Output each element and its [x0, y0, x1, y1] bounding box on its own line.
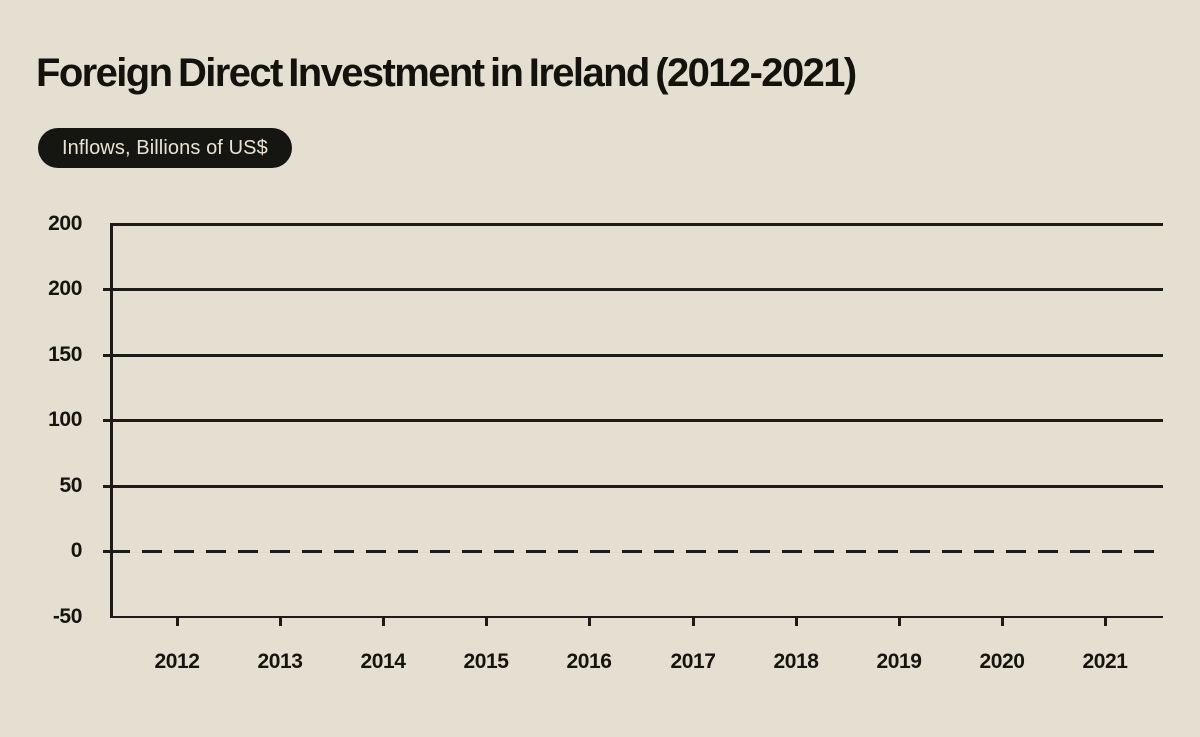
x-tick-2017 — [692, 618, 695, 626]
x-tick-2020 — [1001, 618, 1004, 626]
x-tick-2012 — [176, 618, 179, 626]
x-tick-2016 — [588, 618, 591, 626]
x-axis-label-2021: 2021 — [1082, 650, 1128, 673]
y-axis-label-200-top: 200 — [48, 212, 82, 235]
x-axis-label-2018: 2018 — [773, 650, 819, 673]
gridline-100 — [110, 419, 1163, 422]
x-tick-2021 — [1104, 618, 1107, 626]
units-badge-label: Inflows, Billions of US$ — [62, 136, 268, 159]
y-tick-100 — [103, 419, 110, 422]
x-axis-label-2013: 2013 — [257, 650, 303, 673]
plot-area — [103, 223, 1163, 626]
y-tick-200 — [103, 288, 110, 291]
y-tick-50 — [103, 485, 110, 488]
y-tick-150 — [103, 354, 110, 357]
x-axis-label-2015: 2015 — [463, 650, 509, 673]
gridline-200 — [110, 288, 1163, 291]
y-axis-label-0: 0 — [70, 539, 83, 562]
gridline-50 — [110, 485, 1163, 488]
y-axis-label-150: 150 — [48, 343, 82, 366]
y-axis-label-neg50: -50 — [52, 605, 83, 628]
zero-line-dashed — [110, 550, 1163, 553]
gridline-150 — [110, 354, 1163, 357]
y-axis-label-50: 50 — [59, 474, 82, 497]
gridline-top — [110, 223, 1163, 226]
x-tick-2013 — [279, 618, 282, 626]
y-axis-label-100: 100 — [48, 408, 82, 431]
x-tick-2014 — [382, 618, 385, 626]
x-tick-2019 — [898, 618, 901, 626]
chart-title: Foreign Direct Investment in Ireland (20… — [36, 51, 857, 95]
units-badge: Inflows, Billions of US$ — [38, 128, 292, 168]
x-axis-label-2017: 2017 — [670, 650, 716, 673]
y-axis-label-200: 200 — [48, 277, 82, 300]
y-tick-0 — [103, 550, 110, 553]
x-tick-2018 — [795, 618, 798, 626]
x-axis-label-2019: 2019 — [876, 650, 922, 673]
x-axis-line — [110, 615, 1163, 618]
x-axis-label-2016: 2016 — [566, 650, 612, 673]
x-tick-2015 — [485, 618, 488, 626]
x-axis-label-2012: 2012 — [154, 650, 200, 673]
x-axis-label-2020: 2020 — [979, 650, 1025, 673]
x-axis-label-2014: 2014 — [360, 650, 406, 673]
